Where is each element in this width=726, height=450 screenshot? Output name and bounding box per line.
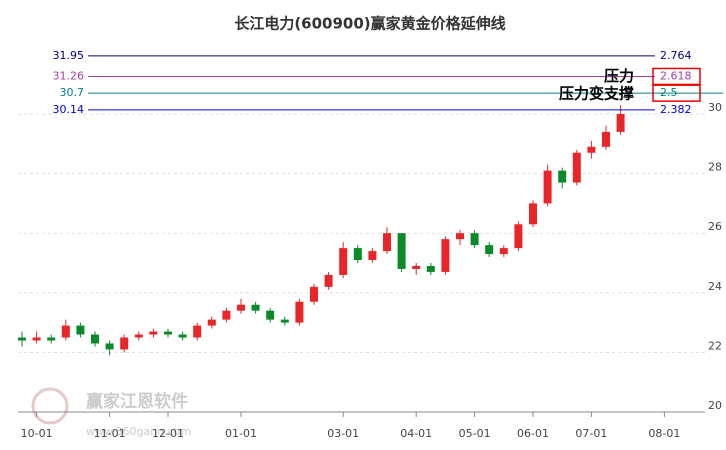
candle-body xyxy=(368,251,377,261)
candle-body xyxy=(76,325,85,335)
level-price: 30.14 xyxy=(53,103,85,116)
candle-body xyxy=(61,325,70,338)
candle-body xyxy=(412,265,421,269)
x-tick-label: 04-01 xyxy=(400,427,432,440)
candle-body xyxy=(193,325,202,338)
candle-body xyxy=(426,265,435,272)
candle-body xyxy=(295,301,304,323)
candle-body xyxy=(91,334,99,344)
x-tick-label: 07-01 xyxy=(575,427,607,440)
watermark: 赢家江恩软件 www.360gann.com xyxy=(31,387,191,438)
candle-body xyxy=(47,337,56,341)
candle-body xyxy=(251,304,260,311)
level-ratio: 2.764 xyxy=(660,49,692,62)
candle-body xyxy=(529,203,537,225)
level-ratio: 2.618 xyxy=(660,69,692,82)
candle-body xyxy=(470,233,479,246)
y-tick-label: 24 xyxy=(708,280,722,293)
candle-body xyxy=(237,304,245,311)
level-ratio: 2.382 xyxy=(660,103,692,116)
candle-body xyxy=(266,310,275,320)
candle-body xyxy=(543,170,552,204)
candle-body xyxy=(178,334,187,338)
candle-body xyxy=(383,233,391,252)
candle-body xyxy=(514,224,523,249)
annotation: 压力 xyxy=(604,67,634,85)
candle-body xyxy=(18,337,26,341)
level-price: 31.26 xyxy=(53,69,85,82)
candle-body xyxy=(222,310,231,320)
candle-body xyxy=(485,245,494,255)
y-tick-label: 22 xyxy=(708,339,722,352)
candle-body xyxy=(310,286,318,302)
candle-body xyxy=(397,233,406,269)
candle-body xyxy=(149,331,158,335)
candle-body xyxy=(207,319,216,326)
candle-body xyxy=(499,248,508,255)
candle-body xyxy=(558,170,567,183)
y-tick-label: 20 xyxy=(708,399,722,412)
x-tick-label: 03-01 xyxy=(327,427,359,440)
level-price: 30.7 xyxy=(60,86,85,99)
candle-body xyxy=(602,131,610,147)
x-tick-label: 11-01 xyxy=(94,427,126,440)
x-tick-label: 12-01 xyxy=(152,427,184,440)
candle-body xyxy=(616,114,625,132)
annotation: 压力变支撑 xyxy=(559,85,634,103)
candle-body xyxy=(164,331,172,335)
candle-body xyxy=(587,146,596,153)
chart-title: 长江电力(600900)赢家黄金价格延伸线 xyxy=(234,15,505,33)
y-tick-label: 28 xyxy=(708,161,722,174)
candle-body xyxy=(456,233,464,240)
level-price: 31.95 xyxy=(53,49,85,62)
candle-body xyxy=(280,319,289,323)
x-tick-label: 06-01 xyxy=(517,427,549,440)
x-tick-label: 05-01 xyxy=(459,427,491,440)
y-tick-label: 26 xyxy=(708,220,722,233)
candle-body xyxy=(339,248,348,275)
watermark-text: 赢家江恩软件 xyxy=(86,391,188,412)
x-tick-label: 10-01 xyxy=(21,427,53,440)
level-box xyxy=(652,84,701,102)
watermark-logo xyxy=(31,387,69,425)
watermark-url: www.360gann.com xyxy=(86,425,191,438)
candle-body xyxy=(32,337,41,341)
candle-body xyxy=(120,337,129,350)
candle-body xyxy=(134,334,143,338)
level-ratio: 2.5 xyxy=(660,86,678,99)
candle-body xyxy=(572,152,581,183)
x-tick-label: 08-01 xyxy=(648,427,680,440)
y-tick-label: 30 xyxy=(708,101,722,114)
candle-body xyxy=(353,248,362,261)
x-tick-label: 01-01 xyxy=(225,427,257,440)
candle-body xyxy=(441,239,450,272)
candle-body xyxy=(324,274,333,287)
candle-body xyxy=(105,343,114,350)
